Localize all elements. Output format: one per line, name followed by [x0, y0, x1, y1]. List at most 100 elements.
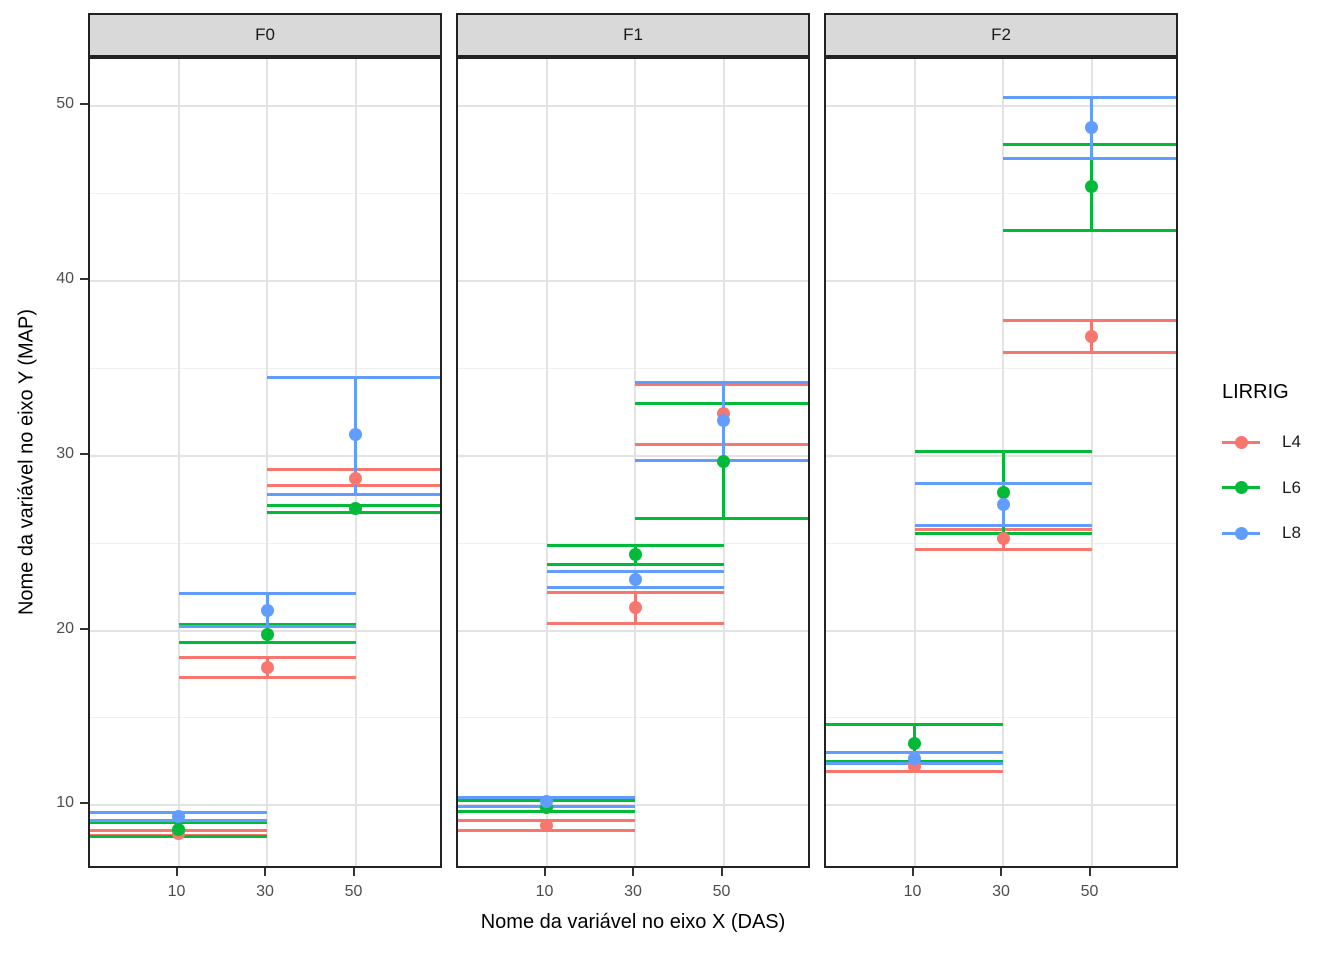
x-tick: [632, 868, 634, 876]
legend-key: [1222, 472, 1260, 504]
y-tick: [80, 452, 88, 455]
gridline-minor-y: [826, 367, 1176, 369]
legend-key-point: [1234, 435, 1248, 449]
errorbar-cap: [267, 468, 440, 472]
x-tick: [720, 868, 723, 876]
gridline-major-y: [90, 279, 440, 282]
x-tick: [543, 868, 546, 876]
gridline-major-y: [826, 804, 1176, 807]
data-point: [628, 573, 642, 587]
x-tick: [352, 868, 355, 876]
x-tick-label: 30: [256, 883, 274, 900]
data-point: [996, 498, 1010, 512]
errorbar-cap: [267, 492, 440, 496]
x-tick: [264, 868, 266, 876]
y-tick-label: 30: [56, 444, 74, 462]
errorbar-cap: [1003, 95, 1176, 99]
data-point: [349, 501, 362, 515]
data-point: [172, 810, 185, 824]
data-point: [717, 454, 730, 468]
errorbar-cap: [914, 547, 1092, 551]
y-tick-label: 40: [56, 269, 74, 287]
data-point: [1085, 180, 1098, 194]
facet-strip: F2: [824, 13, 1178, 57]
data-point: [908, 751, 921, 765]
errorbar-cap: [1003, 143, 1176, 147]
gridline-minor-y: [458, 542, 808, 544]
x-tick-label: 30: [624, 883, 642, 900]
gridline-minor-y: [90, 193, 440, 195]
y-tick-label: 10: [56, 794, 74, 812]
legend-item: L4: [1222, 426, 1301, 458]
gridline-major-y: [458, 279, 808, 282]
errorbar-cap: [635, 401, 808, 405]
gridline-minor-y: [458, 193, 808, 195]
legend-key: [1222, 426, 1260, 458]
gridline-major-y: [826, 629, 1176, 632]
gridline-major-y: [826, 454, 1176, 457]
errorbar-cap: [267, 375, 440, 379]
y-tick: [80, 277, 88, 280]
y-tick: [80, 103, 88, 106]
data-point: [996, 485, 1010, 499]
x-tick-label: 10: [167, 883, 186, 900]
errorbar-cap: [826, 723, 1003, 727]
gridline-minor-y: [458, 367, 808, 369]
gridline-major-x: [266, 59, 268, 866]
errorbar-cap: [635, 517, 808, 521]
facet-strip: F1: [456, 13, 810, 57]
legend-item-label: L6: [1282, 477, 1301, 497]
errorbar-cap: [1003, 351, 1176, 355]
data-point: [260, 660, 274, 674]
data-point: [908, 736, 921, 750]
gridline-minor-y: [458, 717, 808, 719]
errorbar-cap: [178, 592, 356, 596]
strip-label: F1: [623, 25, 643, 44]
errorbar-cap: [914, 482, 1092, 486]
errorbar-cap: [546, 562, 724, 566]
legend-key: [1222, 517, 1260, 549]
legend-key-point: [1234, 526, 1248, 540]
errorbar-cap: [635, 442, 808, 446]
gridline-minor-y: [90, 542, 440, 544]
y-tick: [80, 802, 88, 805]
errorbar-cap: [178, 624, 356, 628]
gridline-major-y: [826, 105, 1176, 108]
gridline-minor-y: [90, 367, 440, 369]
strip-label: F0: [255, 25, 275, 44]
data-point: [260, 603, 274, 617]
y-tick-label: 20: [56, 619, 74, 637]
x-tick-label: 50: [1080, 883, 1099, 900]
gridline-major-y: [90, 454, 440, 457]
data-point: [1085, 120, 1098, 134]
gridline-major-y: [826, 279, 1176, 282]
x-tick-label: 10: [903, 883, 922, 900]
gridline-major-y: [458, 629, 808, 632]
errorbar-cap: [178, 656, 356, 660]
x-tick: [175, 868, 178, 876]
x-tick: [1088, 868, 1091, 876]
errorbar-cap: [546, 570, 724, 574]
data-point: [172, 823, 185, 837]
errorbar-cap: [1003, 228, 1176, 232]
data-point: [628, 601, 642, 615]
gridline-major-x: [177, 59, 180, 866]
gridline-major-y: [90, 804, 440, 807]
gridline-major-x: [1090, 59, 1093, 866]
gridline-major-y: [458, 454, 808, 457]
legend-item-label: L4: [1282, 432, 1301, 451]
data-point: [628, 548, 642, 561]
data-point: [540, 818, 553, 832]
errorbar-cap: [267, 483, 440, 487]
x-tick-label: 30: [992, 883, 1010, 900]
panel: [456, 57, 810, 868]
x-axis-title: Nome da variável no eixo X (DAS): [480, 911, 786, 933]
data-point: [717, 414, 730, 428]
gridline-major-y: [90, 105, 440, 108]
errorbar-cap: [635, 382, 808, 386]
strip-label: F2: [991, 25, 1011, 44]
errorbar-cap: [635, 380, 808, 384]
x-tick-label: 10: [535, 883, 554, 900]
panel: [824, 57, 1178, 868]
